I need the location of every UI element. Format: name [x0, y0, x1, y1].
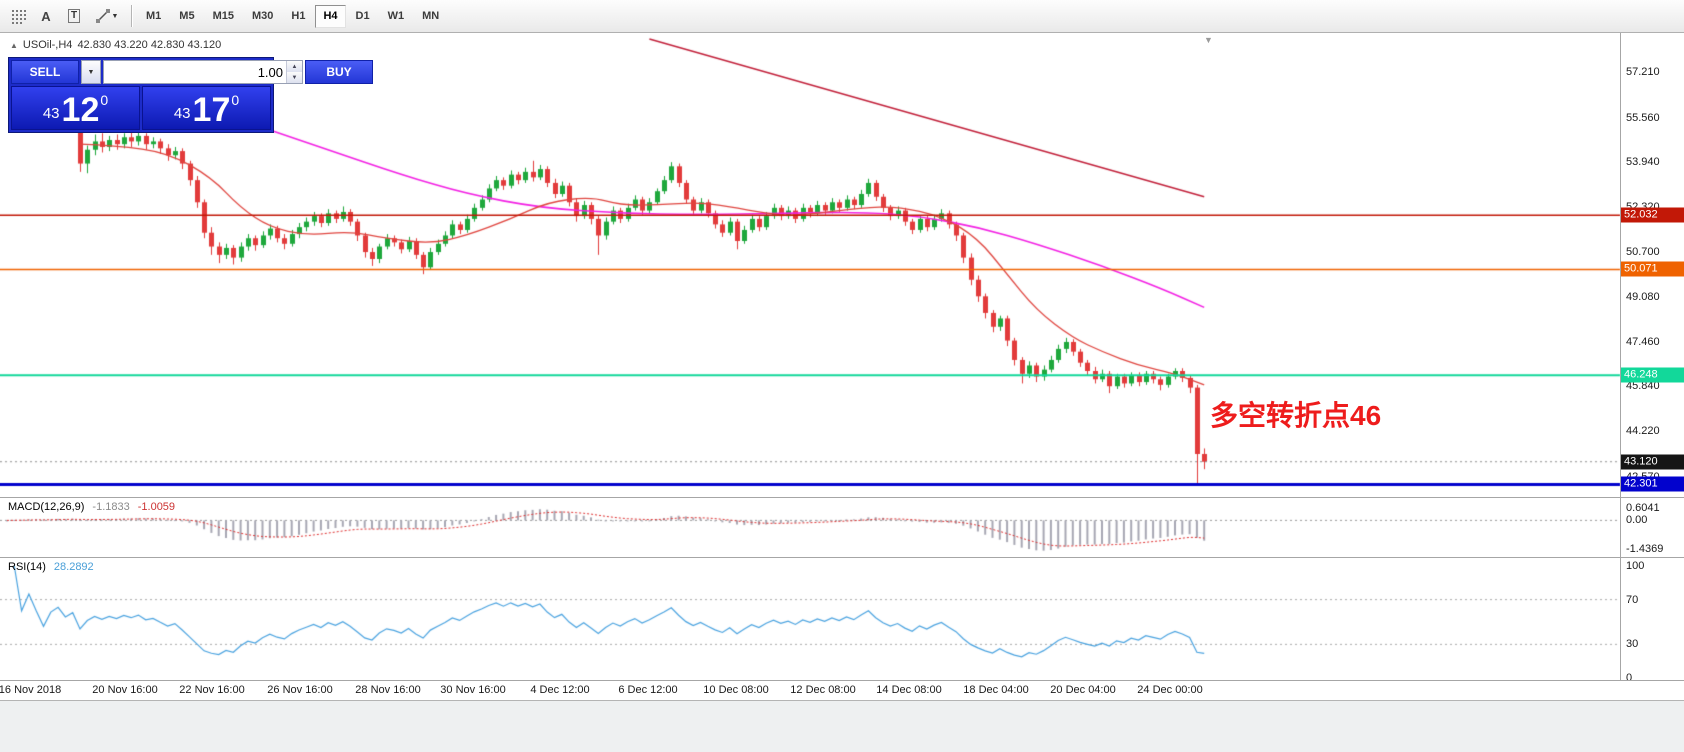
time-axis-label: 24 Dec 00:00 [1137, 684, 1203, 696]
time-axis-label: 14 Dec 08:00 [876, 684, 942, 696]
ask-price-pip: 0 [231, 92, 240, 108]
time-axis-label: 16 Nov 2018 [0, 684, 62, 696]
time-axis-label: 10 Dec 08:00 [703, 684, 769, 696]
bid-price-prefix: 43 [42, 105, 60, 122]
macd-axis-tick: -1.4369 [1626, 543, 1664, 556]
sell-button-label: SELL [29, 65, 61, 79]
trendline-tool-icon [95, 9, 110, 23]
timeframe-button-h4[interactable]: H4 [315, 4, 346, 28]
timeframe-toolbar: M1 M5 M15 M30 H1 H4 D1 W1 MN [137, 4, 448, 28]
text-label-tool-button[interactable]: A [33, 4, 59, 28]
chart-macd-splitter[interactable] [0, 497, 1684, 498]
macd-signal-value: -1.0059 [137, 501, 176, 513]
timeframe-button-mn[interactable]: MN [422, 10, 440, 22]
price-badge: 46.248 [1621, 367, 1684, 383]
rsi-timeaxis-separator [0, 680, 1684, 681]
ask-price-big: 17 [192, 91, 231, 129]
bid-price-pip: 0 [100, 92, 109, 108]
macd-axis-tick: 0.6041 [1626, 502, 1660, 515]
macd-label-row: MACD(12,26,9) -1.1833 -1.0059 [8, 501, 175, 513]
price-axis-tick: 47.460 [1626, 335, 1660, 348]
timeframe-button-w1[interactable]: W1 [387, 10, 405, 22]
text-tool-icon: A [41, 8, 51, 24]
price-axis-tick: 50.700 [1626, 246, 1660, 259]
symbol-header: ▲ USOil-,H4 42.830 43.220 42.830 43.120 [10, 39, 221, 51]
time-axis-label: 6 Dec 12:00 [618, 684, 678, 696]
volume-box: ▲ ▼ [103, 60, 303, 84]
toolbar: A T ▼ M1 M5 M15 M30 H1 H4 D1 W1 MN [0, 0, 1684, 33]
textbox-tool-icon: T [67, 9, 81, 23]
timeframe-button-d1[interactable]: D1 [355, 10, 370, 22]
rsi-axis-tick: 0 [1626, 672, 1633, 684]
price-axis-tick: 53.940 [1626, 156, 1660, 169]
volume-dropdown-button[interactable]: ▼ [81, 60, 101, 84]
chevron-down-icon: ▼ [111, 12, 119, 20]
volume-stepper: ▲ ▼ [286, 61, 302, 83]
rsi-value: 28.2892 [53, 561, 94, 573]
price-badge: 52.032 [1621, 207, 1684, 223]
macd-rsi-splitter[interactable] [0, 557, 1684, 558]
price-axis-tick: 49.080 [1626, 290, 1660, 303]
one-click-trading-panel: SELL ▼ ▲ ▼ BUY 43 [8, 57, 373, 133]
time-axis-label: 20 Dec 04:00 [1050, 684, 1116, 696]
price-axis-tick: 45.840 [1626, 380, 1660, 393]
stepper-up-icon[interactable]: ▲ [287, 61, 302, 72]
rsi-indicator-name: RSI(14) [8, 561, 46, 573]
toolbar-separator [131, 5, 132, 27]
volume-input[interactable] [104, 61, 286, 83]
price-axis-tick: 44.220 [1626, 425, 1660, 438]
time-axis-label: 30 Nov 16:00 [440, 684, 506, 696]
macd-indicator-name: MACD(12,26,9) [8, 501, 85, 513]
ask-price-tile: 43 17 0 [142, 86, 271, 130]
macd-main-value: -1.1833 [92, 501, 130, 513]
rsi-axis-tick: 30 [1626, 638, 1639, 651]
grid-pattern-icon [11, 9, 26, 24]
bid-price-big: 12 [61, 91, 100, 129]
ask-price-prefix: 43 [173, 105, 191, 122]
timeframe-button-m30[interactable]: M30 [251, 10, 274, 22]
sell-button[interactable]: SELL [11, 60, 79, 84]
time-axis-label: 12 Dec 08:00 [790, 684, 856, 696]
buy-button[interactable]: BUY [305, 60, 373, 84]
window-bottom-chrome [0, 700, 1684, 752]
symbol-ohlc-values: 42.830 43.220 42.830 43.120 [77, 39, 222, 51]
price-axis-tick: 55.560 [1626, 111, 1660, 124]
timeframe-button-m15[interactable]: M15 [212, 10, 234, 22]
bid-price-tile: 43 12 0 [11, 86, 140, 130]
time-axis-label: 22 Nov 16:00 [179, 684, 245, 696]
one-click-collapse-arrow-icon[interactable]: ▲ [10, 40, 18, 50]
macd-axis-tick: 0.00 [1626, 514, 1648, 527]
stepper-down-icon[interactable]: ▼ [287, 72, 302, 83]
time-axis-label: 4 Dec 12:00 [530, 684, 590, 696]
time-axis-label: 26 Nov 16:00 [267, 684, 333, 696]
rsi-label-row: RSI(14) 28.2892 [8, 561, 94, 573]
dotted-grid-icon[interactable] [5, 4, 31, 28]
chevron-down-icon: ▼ [87, 68, 95, 76]
timeframe-button-m5[interactable]: M5 [179, 10, 195, 22]
price-badge: 50.071 [1621, 261, 1684, 277]
textbox-tool-button[interactable]: T [61, 4, 87, 28]
time-axis-label: 20 Nov 16:00 [92, 684, 158, 696]
price-axis-tick: 57.210 [1626, 66, 1660, 78]
timeframe-button-m1[interactable]: M1 [146, 10, 162, 22]
rsi-axis-tick: 100 [1626, 560, 1645, 572]
chart-shift-marker-icon[interactable]: ▼ [1204, 35, 1213, 45]
time-axis-label: 28 Nov 16:00 [355, 684, 421, 696]
time-axis-label: 18 Dec 04:00 [963, 684, 1029, 696]
drawing-tool-button[interactable]: ▼ [89, 4, 125, 28]
price-axis-separator [1620, 33, 1621, 680]
timeframe-button-h1[interactable]: H1 [291, 10, 306, 22]
price-badge: 42.301 [1621, 476, 1684, 492]
price-badge: 43.120 [1621, 454, 1684, 470]
buy-button-label: BUY [326, 65, 352, 79]
rsi-axis-tick: 70 [1626, 593, 1639, 606]
chart-text-annotation[interactable]: 多空转折点46 [1210, 400, 1382, 431]
symbol-title: USOil-,H4 [22, 39, 73, 51]
